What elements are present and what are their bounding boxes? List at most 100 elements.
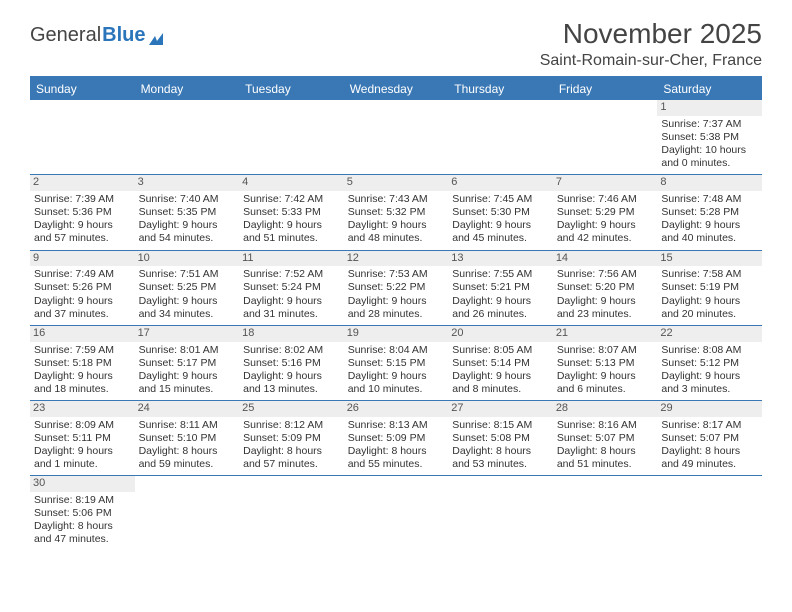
daylight-line: and 15 minutes. (139, 383, 236, 396)
daylight-line: Daylight: 9 hours (452, 219, 549, 232)
sunrise-line: Sunrise: 7:51 AM (139, 268, 236, 281)
calendar-day: 9Sunrise: 7:49 AMSunset: 5:26 PMDaylight… (30, 250, 135, 325)
daylight-line: Daylight: 9 hours (452, 295, 549, 308)
daylight-line: and 55 minutes. (348, 458, 445, 471)
location: Saint-Romain-sur-Cher, France (540, 52, 762, 70)
weekday-header-row: SundayMondayTuesdayWednesdayThursdayFrid… (30, 77, 762, 100)
daylight-line: and 18 minutes. (34, 383, 131, 396)
daylight-line: Daylight: 9 hours (34, 295, 131, 308)
daylight-line: Daylight: 9 hours (452, 370, 549, 383)
sunrise-line: Sunrise: 7:43 AM (348, 193, 445, 206)
daylight-line: and 37 minutes. (34, 308, 131, 321)
daylight-line: Daylight: 9 hours (139, 295, 236, 308)
sunset-line: Sunset: 5:09 PM (348, 432, 445, 445)
header: GeneralBlue November 2025 Saint-Romain-s… (30, 18, 762, 70)
sunset-line: Sunset: 5:29 PM (557, 206, 654, 219)
sunrise-line: Sunrise: 8:01 AM (139, 344, 236, 357)
calendar-day: 4Sunrise: 7:42 AMSunset: 5:33 PMDaylight… (239, 175, 344, 250)
daylight-line: Daylight: 8 hours (243, 445, 340, 458)
sunrise-line: Sunrise: 8:15 AM (452, 419, 549, 432)
calendar-week: 30Sunrise: 8:19 AMSunset: 5:06 PMDayligh… (30, 476, 762, 551)
daylight-line: and 31 minutes. (243, 308, 340, 321)
daylight-line: and 45 minutes. (452, 232, 549, 245)
daylight-line: Daylight: 9 hours (243, 370, 340, 383)
calendar-week: 16Sunrise: 7:59 AMSunset: 5:18 PMDayligh… (30, 325, 762, 400)
daylight-line: and 34 minutes. (139, 308, 236, 321)
daylight-line: Daylight: 9 hours (557, 295, 654, 308)
sunrise-line: Sunrise: 8:16 AM (557, 419, 654, 432)
daylight-line: and 8 minutes. (452, 383, 549, 396)
sunset-line: Sunset: 5:16 PM (243, 357, 340, 370)
calendar-day: 12Sunrise: 7:53 AMSunset: 5:22 PMDayligh… (344, 250, 449, 325)
daylight-line: and 23 minutes. (557, 308, 654, 321)
calendar-day: 7Sunrise: 7:46 AMSunset: 5:29 PMDaylight… (553, 175, 658, 250)
brand-part1: General (30, 24, 101, 47)
calendar-empty (30, 100, 135, 175)
sunrise-line: Sunrise: 7:52 AM (243, 268, 340, 281)
daylight-line: and 47 minutes. (34, 533, 131, 546)
calendar-day: 6Sunrise: 7:45 AMSunset: 5:30 PMDaylight… (448, 175, 553, 250)
calendar-empty (448, 476, 553, 551)
daylight-line: Daylight: 8 hours (34, 520, 131, 533)
calendar-day: 28Sunrise: 8:16 AMSunset: 5:07 PMDayligh… (553, 401, 658, 476)
calendar-empty (344, 100, 449, 175)
daylight-line: and 40 minutes. (661, 232, 758, 245)
calendar-day: 13Sunrise: 7:55 AMSunset: 5:21 PMDayligh… (448, 250, 553, 325)
calendar-week: 1Sunrise: 7:37 AMSunset: 5:38 PMDaylight… (30, 100, 762, 175)
calendar-empty (553, 476, 658, 551)
sunrise-line: Sunrise: 8:12 AM (243, 419, 340, 432)
daylight-line: and 26 minutes. (452, 308, 549, 321)
daylight-line: and 3 minutes. (661, 383, 758, 396)
calendar-empty (239, 100, 344, 175)
sunrise-line: Sunrise: 7:49 AM (34, 268, 131, 281)
calendar-day: 21Sunrise: 8:07 AMSunset: 5:13 PMDayligh… (553, 325, 658, 400)
day-number: 14 (553, 251, 658, 267)
sunrise-line: Sunrise: 7:46 AM (557, 193, 654, 206)
day-number: 30 (30, 476, 135, 492)
calendar-empty (344, 476, 449, 551)
title-block: November 2025 Saint-Romain-sur-Cher, Fra… (540, 18, 762, 70)
daylight-line: Daylight: 9 hours (243, 219, 340, 232)
sunrise-line: Sunrise: 8:07 AM (557, 344, 654, 357)
sunrise-line: Sunrise: 7:42 AM (243, 193, 340, 206)
daylight-line: Daylight: 10 hours (661, 144, 758, 157)
sunrise-line: Sunrise: 8:13 AM (348, 419, 445, 432)
sunset-line: Sunset: 5:08 PM (452, 432, 549, 445)
sunrise-line: Sunrise: 7:58 AM (661, 268, 758, 281)
daylight-line: and 49 minutes. (661, 458, 758, 471)
day-number: 18 (239, 326, 344, 342)
month-title: November 2025 (540, 18, 762, 50)
daylight-line: and 51 minutes. (243, 232, 340, 245)
weekday-header: Friday (553, 77, 658, 100)
sunrise-line: Sunrise: 8:17 AM (661, 419, 758, 432)
day-number: 23 (30, 401, 135, 417)
calendar-day: 22Sunrise: 8:08 AMSunset: 5:12 PMDayligh… (657, 325, 762, 400)
sunset-line: Sunset: 5:28 PM (661, 206, 758, 219)
day-number: 26 (344, 401, 449, 417)
daylight-line: Daylight: 9 hours (661, 370, 758, 383)
calendar-table: SundayMondayTuesdayWednesdayThursdayFrid… (30, 76, 762, 551)
calendar-day: 24Sunrise: 8:11 AMSunset: 5:10 PMDayligh… (135, 401, 240, 476)
day-number: 11 (239, 251, 344, 267)
sunrise-line: Sunrise: 7:55 AM (452, 268, 549, 281)
calendar-day: 10Sunrise: 7:51 AMSunset: 5:25 PMDayligh… (135, 250, 240, 325)
daylight-line: and 53 minutes. (452, 458, 549, 471)
sunset-line: Sunset: 5:06 PM (34, 507, 131, 520)
sunrise-line: Sunrise: 8:09 AM (34, 419, 131, 432)
calendar-day: 5Sunrise: 7:43 AMSunset: 5:32 PMDaylight… (344, 175, 449, 250)
day-number: 10 (135, 251, 240, 267)
brand-logo: GeneralBlue (30, 24, 169, 47)
day-number: 13 (448, 251, 553, 267)
day-number: 27 (448, 401, 553, 417)
calendar-day: 29Sunrise: 8:17 AMSunset: 5:07 PMDayligh… (657, 401, 762, 476)
calendar-empty (657, 476, 762, 551)
sunrise-line: Sunrise: 7:37 AM (661, 118, 758, 131)
sunset-line: Sunset: 5:19 PM (661, 281, 758, 294)
day-number: 22 (657, 326, 762, 342)
calendar-day: 23Sunrise: 8:09 AMSunset: 5:11 PMDayligh… (30, 401, 135, 476)
daylight-line: Daylight: 8 hours (661, 445, 758, 458)
calendar-day: 1Sunrise: 7:37 AMSunset: 5:38 PMDaylight… (657, 100, 762, 175)
sunset-line: Sunset: 5:07 PM (557, 432, 654, 445)
weekday-header: Sunday (30, 77, 135, 100)
daylight-line: and 57 minutes. (243, 458, 340, 471)
